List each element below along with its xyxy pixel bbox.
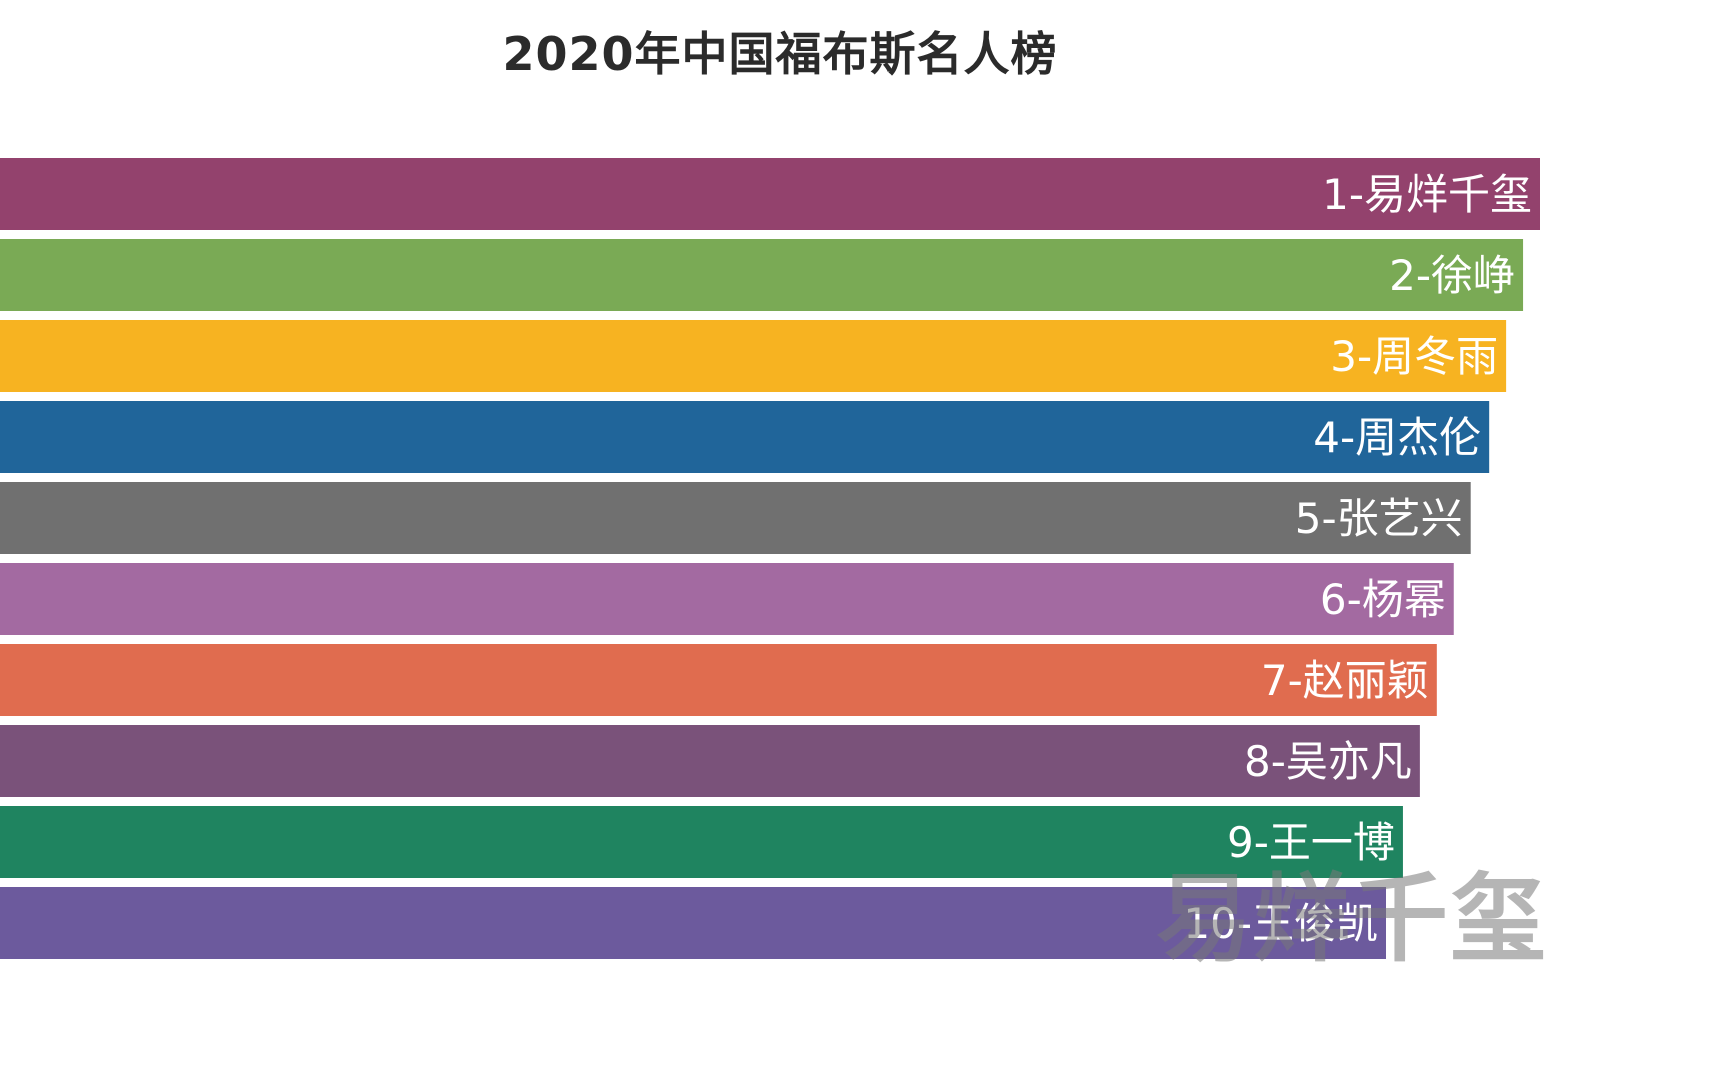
- bar-group: 4-周杰伦: [0, 401, 1490, 473]
- bar-group: 5-张艺兴: [0, 482, 1471, 554]
- bar-group: 1-易烊千玺: [0, 158, 1540, 230]
- bar-group: 9-王一博: [0, 806, 1403, 878]
- bar-label: 5-张艺兴: [1295, 494, 1463, 543]
- bar-label: 2-徐峥: [1389, 251, 1515, 300]
- bar: [0, 725, 1420, 797]
- bar-group: 6-杨幂: [0, 563, 1454, 635]
- bar: [0, 320, 1507, 392]
- bar: [0, 158, 1540, 230]
- bar-label: 3-周冬雨: [1330, 332, 1498, 381]
- bar-label: 9-王一博: [1227, 818, 1395, 867]
- bar-group: 3-周冬雨: [0, 320, 1507, 392]
- bar: [0, 806, 1403, 878]
- bar: [0, 482, 1471, 554]
- bar-group: 7-赵丽颖: [0, 644, 1437, 716]
- bar-label: 4-周杰伦: [1313, 413, 1481, 462]
- bar: [0, 239, 1524, 311]
- bar-label: 8-吴亦凡: [1244, 737, 1412, 786]
- bar: [0, 644, 1437, 716]
- bar-group: 10-王俊凯: [0, 887, 1386, 959]
- bar-group: 8-吴亦凡: [0, 725, 1420, 797]
- bar: [0, 887, 1386, 959]
- chart-title: 2020年中国福布斯名人榜: [502, 27, 1058, 81]
- bar: [0, 563, 1454, 635]
- bar-label: 10-王俊凯: [1183, 899, 1378, 948]
- watermark-text: 易烊千玺: [1156, 863, 1548, 975]
- bar-label: 7-赵丽颖: [1261, 656, 1429, 705]
- bar-label: 1-易烊千玺: [1322, 170, 1532, 219]
- bar-label: 6-杨幂: [1320, 575, 1446, 624]
- bar: [0, 401, 1490, 473]
- bar-group: 2-徐峥: [0, 239, 1524, 311]
